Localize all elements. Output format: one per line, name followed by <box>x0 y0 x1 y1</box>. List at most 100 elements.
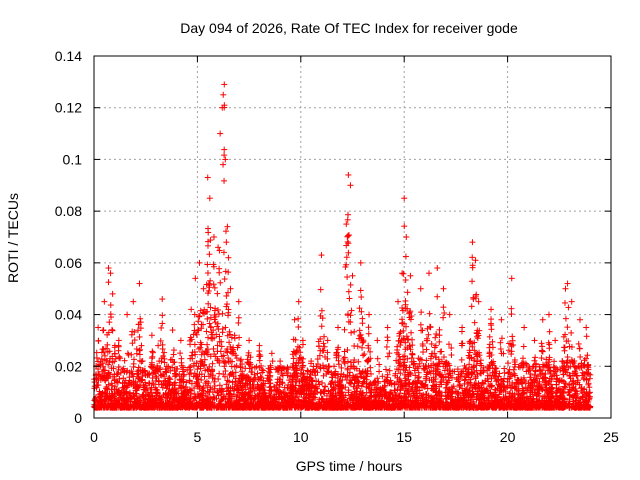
data-point <box>231 335 238 342</box>
data-point <box>358 383 365 390</box>
data-point <box>472 257 479 264</box>
data-point <box>505 347 512 354</box>
data-point <box>295 323 302 330</box>
data-point <box>350 383 357 390</box>
data-point <box>357 331 364 338</box>
data-point <box>221 363 228 370</box>
data-points <box>91 81 594 411</box>
data-point <box>570 377 577 384</box>
data-point <box>105 265 112 272</box>
data-point <box>384 324 391 331</box>
data-point <box>436 332 443 339</box>
data-point <box>361 351 368 358</box>
data-point <box>216 382 223 389</box>
data-point <box>355 358 362 365</box>
data-point <box>223 239 230 246</box>
data-point <box>221 177 228 184</box>
data-point <box>210 345 217 352</box>
data-point <box>307 360 314 367</box>
data-point <box>344 233 351 240</box>
data-point <box>346 369 353 376</box>
data-point <box>211 316 218 323</box>
data-point <box>508 275 515 282</box>
data-point <box>404 355 411 362</box>
data-point <box>192 275 199 282</box>
data-point <box>436 338 443 345</box>
data-point <box>157 337 164 344</box>
data-point <box>228 334 235 341</box>
data-point <box>568 329 575 336</box>
data-point <box>426 270 433 277</box>
data-point <box>177 337 184 344</box>
data-point <box>188 306 195 313</box>
data-point <box>215 392 222 399</box>
data-point <box>121 357 128 364</box>
data-point <box>101 298 108 305</box>
data-point <box>317 365 324 372</box>
data-point <box>318 252 325 259</box>
data-point <box>348 307 355 314</box>
data-point <box>407 308 414 315</box>
data-point <box>229 379 236 386</box>
data-point <box>440 304 447 311</box>
data-point <box>562 331 569 338</box>
data-point <box>201 361 208 368</box>
data-point <box>224 301 231 308</box>
data-point <box>488 306 495 313</box>
data-point <box>531 372 538 379</box>
data-point <box>169 364 176 371</box>
data-point <box>235 298 242 305</box>
data-point <box>374 355 381 362</box>
data-point <box>322 383 329 390</box>
data-point <box>223 381 230 388</box>
data-point <box>224 223 231 230</box>
data-point <box>220 352 227 359</box>
data-point <box>555 386 562 393</box>
data-point <box>220 161 227 168</box>
data-point <box>440 285 447 292</box>
data-point <box>366 311 373 318</box>
data-point <box>399 270 406 277</box>
data-point <box>159 296 166 303</box>
data-point <box>155 342 162 349</box>
data-point <box>196 259 203 266</box>
data-point <box>418 309 425 316</box>
data-point <box>201 356 208 363</box>
data-point <box>539 316 546 323</box>
data-point <box>475 298 482 305</box>
data-point <box>105 279 112 286</box>
data-point <box>235 319 242 326</box>
data-point <box>434 265 441 272</box>
data-point <box>149 353 156 360</box>
data-point <box>446 311 453 318</box>
data-point <box>226 372 233 379</box>
data-point <box>357 259 364 266</box>
data-point <box>129 340 136 347</box>
data-point <box>120 375 127 382</box>
data-point <box>257 373 264 380</box>
data-point <box>148 332 155 339</box>
data-point <box>317 312 324 319</box>
data-point <box>532 354 539 361</box>
data-point <box>273 365 280 372</box>
data-point <box>583 324 590 331</box>
data-point <box>357 287 364 294</box>
data-point <box>237 356 244 363</box>
data-point <box>324 368 331 375</box>
data-point <box>343 221 350 228</box>
data-point <box>564 280 571 287</box>
data-point <box>351 328 358 335</box>
data-point <box>222 228 229 235</box>
data-point <box>395 366 402 373</box>
data-point <box>505 360 512 367</box>
data-point <box>426 368 433 375</box>
data-point <box>576 316 583 323</box>
data-point <box>437 348 444 355</box>
data-point <box>445 341 452 348</box>
data-point <box>349 272 356 279</box>
data-point <box>187 355 194 362</box>
data-point <box>207 277 214 284</box>
data-point <box>198 376 205 383</box>
data-point <box>221 81 228 88</box>
